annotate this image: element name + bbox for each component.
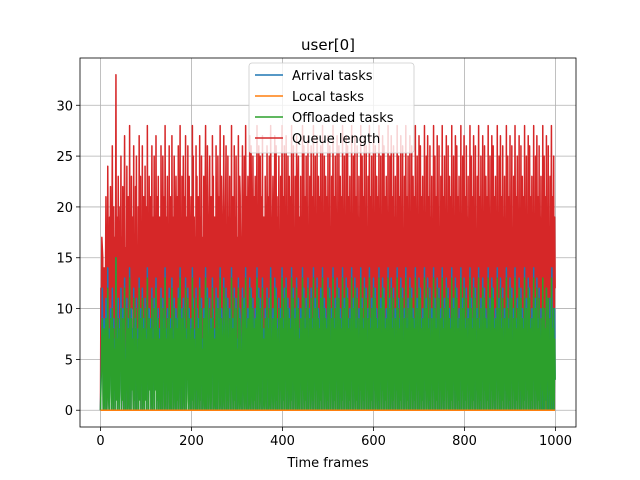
y-tick-label: 5: [65, 353, 73, 368]
x-tick-label: 200: [179, 434, 204, 449]
legend: Arrival tasks Local tasks Offloaded tasks Q…: [248, 62, 415, 154]
y-tick-label: 30: [56, 99, 73, 114]
x-tick-label: 600: [361, 434, 386, 449]
x-tick-label: 400: [270, 434, 295, 449]
x-tick-label: 1000: [539, 434, 572, 449]
ticks: 0 200 400 600 800 1000 0 5 10 15 20 25 30: [56, 99, 572, 449]
y-tick-label: 15: [56, 252, 73, 267]
x-tick-label: 0: [96, 434, 104, 449]
legend-label: Local tasks: [292, 90, 364, 105]
y-tick-label: 10: [56, 303, 73, 318]
axes-frame: [79, 57, 577, 428]
x-axis-title: Time frames: [286, 456, 368, 471]
chart-title: user[0]: [301, 36, 355, 54]
plot-area: [99, 74, 556, 411]
y-tick-label: 20: [56, 201, 73, 216]
legend-label: Arrival tasks: [292, 69, 373, 84]
legend-label: Offloaded tasks: [292, 111, 394, 126]
y-tick-label: 0: [65, 404, 73, 419]
x-tick-label: 800: [452, 434, 477, 449]
legend-label: Queue length: [292, 132, 380, 147]
legend-box: [248, 62, 415, 154]
series-line-offloaded-tasks: [99, 257, 556, 411]
y-tick-label: 25: [56, 150, 73, 165]
